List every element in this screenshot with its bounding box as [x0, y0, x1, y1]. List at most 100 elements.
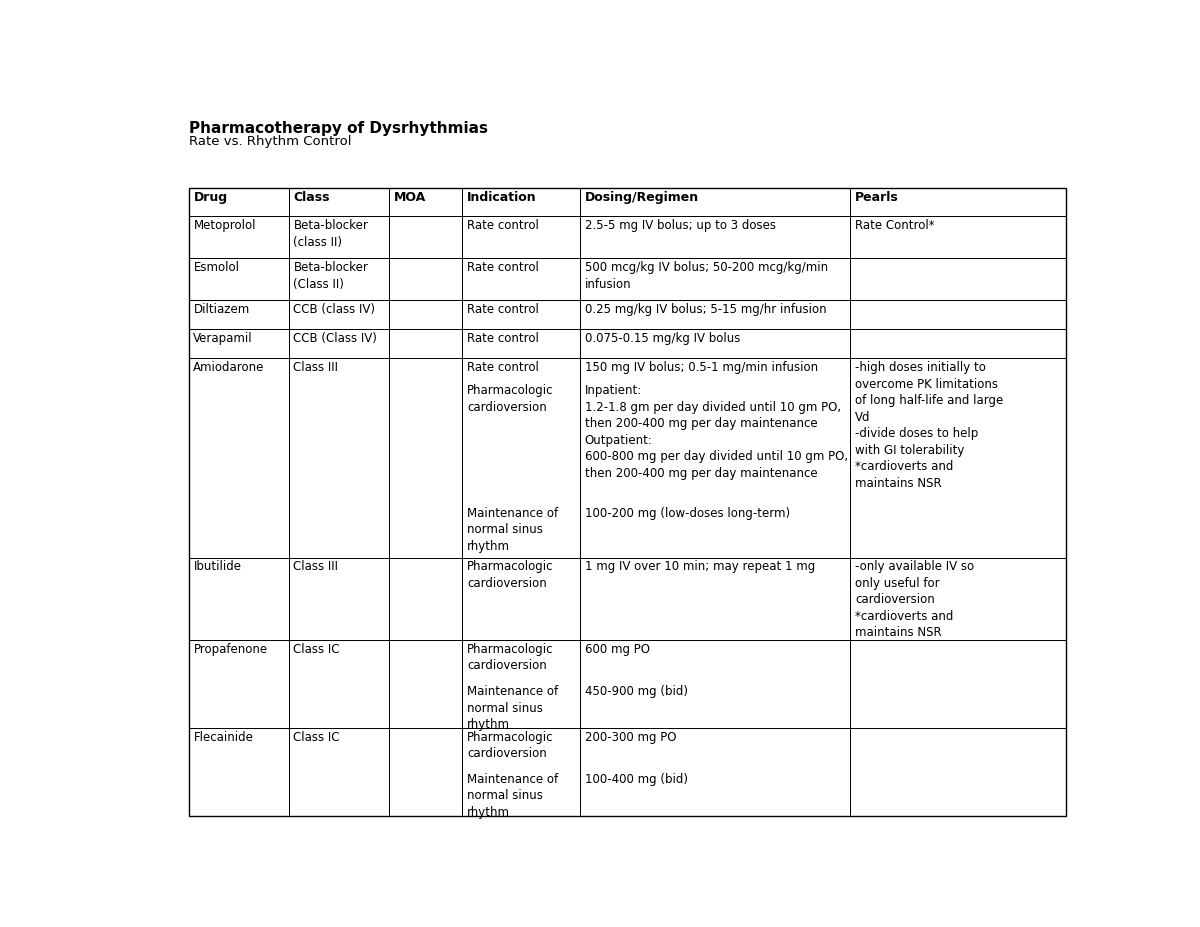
- Text: Metoprolol: Metoprolol: [193, 220, 256, 233]
- Text: Class: Class: [294, 192, 330, 205]
- Text: Rate control: Rate control: [467, 220, 539, 233]
- Text: 100-200 mg (low-doses long-term): 100-200 mg (low-doses long-term): [584, 507, 790, 520]
- Text: 0.075-0.15 mg/kg IV bolus: 0.075-0.15 mg/kg IV bolus: [584, 332, 740, 345]
- Text: MOA: MOA: [394, 192, 426, 205]
- Bar: [580, 728, 851, 816]
- Text: 0.25 mg/kg IV bolus; 5-15 mg/hr infusion: 0.25 mg/kg IV bolus; 5-15 mg/hr infusion: [584, 303, 827, 316]
- Text: Pharmacologic
cardioversion: Pharmacologic cardioversion: [467, 384, 553, 413]
- Bar: [851, 558, 1066, 641]
- Bar: [851, 329, 1066, 359]
- Text: Rate control: Rate control: [467, 303, 539, 316]
- Text: Maintenance of
normal sinus
rhythm: Maintenance of normal sinus rhythm: [467, 773, 558, 819]
- Bar: [289, 259, 389, 300]
- Text: 1 mg IV over 10 min; may repeat 1 mg: 1 mg IV over 10 min; may repeat 1 mg: [584, 561, 815, 574]
- Bar: [389, 728, 462, 816]
- Bar: [851, 641, 1066, 728]
- Bar: [289, 359, 389, 558]
- Bar: [188, 728, 289, 816]
- Text: Diltiazem: Diltiazem: [193, 303, 250, 316]
- Bar: [462, 558, 580, 641]
- Bar: [289, 329, 389, 359]
- Text: Pharmacologic
cardioversion: Pharmacologic cardioversion: [467, 561, 553, 590]
- Bar: [389, 259, 462, 300]
- Bar: [851, 188, 1066, 217]
- Text: Rate control: Rate control: [467, 362, 539, 375]
- Text: 450-900 mg (bid): 450-900 mg (bid): [584, 685, 688, 698]
- Bar: [580, 558, 851, 641]
- Text: Amiodarone: Amiodarone: [193, 362, 265, 375]
- Text: Inpatient:
1.2-1.8 gm per day divided until 10 gm PO,
then 200-400 mg per day ma: Inpatient: 1.2-1.8 gm per day divided un…: [584, 384, 848, 479]
- Text: 500 mcg/kg IV bolus; 50-200 mcg/kg/min
infusion: 500 mcg/kg IV bolus; 50-200 mcg/kg/min i…: [584, 261, 828, 291]
- Bar: [389, 188, 462, 217]
- Bar: [389, 329, 462, 359]
- Bar: [851, 300, 1066, 329]
- Bar: [851, 259, 1066, 300]
- Text: Propafenone: Propafenone: [193, 643, 268, 656]
- Bar: [389, 558, 462, 641]
- Bar: [462, 359, 580, 558]
- Bar: [580, 641, 851, 728]
- Bar: [289, 558, 389, 641]
- Bar: [462, 728, 580, 816]
- Text: 100-400 mg (bid): 100-400 mg (bid): [584, 773, 688, 786]
- Text: 600 mg PO: 600 mg PO: [584, 643, 649, 656]
- Bar: [389, 359, 462, 558]
- Bar: [462, 300, 580, 329]
- Text: CCB (Class IV): CCB (Class IV): [294, 332, 377, 345]
- Bar: [580, 188, 851, 217]
- Text: Pharmacologic
cardioversion: Pharmacologic cardioversion: [467, 643, 553, 672]
- Bar: [289, 728, 389, 816]
- Bar: [851, 217, 1066, 259]
- Bar: [851, 728, 1066, 816]
- Text: 150 mg IV bolus; 0.5-1 mg/min infusion: 150 mg IV bolus; 0.5-1 mg/min infusion: [584, 362, 818, 375]
- Bar: [462, 188, 580, 217]
- Bar: [580, 300, 851, 329]
- Text: Drug: Drug: [193, 192, 228, 205]
- Bar: [580, 259, 851, 300]
- Text: Rate Control*: Rate Control*: [854, 220, 935, 233]
- Bar: [289, 300, 389, 329]
- Text: Class III: Class III: [294, 362, 338, 375]
- Bar: [289, 641, 389, 728]
- Bar: [389, 217, 462, 259]
- Text: Class IC: Class IC: [294, 643, 340, 656]
- Bar: [188, 641, 289, 728]
- Text: -only available IV so
only useful for
cardioversion
*cardioverts and
maintains N: -only available IV so only useful for ca…: [854, 561, 974, 640]
- Text: Pearls: Pearls: [854, 192, 899, 205]
- Text: Maintenance of
normal sinus
rhythm: Maintenance of normal sinus rhythm: [467, 507, 558, 552]
- Bar: [188, 359, 289, 558]
- Text: Indication: Indication: [467, 192, 536, 205]
- Text: Verapamil: Verapamil: [193, 332, 253, 345]
- Text: Pharmacologic
cardioversion: Pharmacologic cardioversion: [467, 730, 553, 760]
- Bar: [580, 329, 851, 359]
- Text: Rate control: Rate control: [467, 261, 539, 274]
- Text: Beta-blocker
(Class II): Beta-blocker (Class II): [294, 261, 368, 291]
- Bar: [188, 259, 289, 300]
- Bar: [851, 359, 1066, 558]
- Text: Pharmacotherapy of Dysrhythmias: Pharmacotherapy of Dysrhythmias: [188, 121, 487, 136]
- Bar: [188, 217, 289, 259]
- Bar: [389, 641, 462, 728]
- Bar: [462, 329, 580, 359]
- Text: CCB (class IV): CCB (class IV): [294, 303, 376, 316]
- Text: 2.5-5 mg IV bolus; up to 3 doses: 2.5-5 mg IV bolus; up to 3 doses: [584, 220, 775, 233]
- Text: -high doses initially to
overcome PK limitations
of long half-life and large
Vd
: -high doses initially to overcome PK lim…: [854, 362, 1003, 489]
- Text: Class III: Class III: [294, 561, 338, 574]
- Text: Rate vs. Rhythm Control: Rate vs. Rhythm Control: [188, 135, 352, 148]
- Bar: [580, 359, 851, 558]
- Bar: [389, 300, 462, 329]
- Bar: [188, 188, 1066, 816]
- Bar: [289, 217, 389, 259]
- Bar: [188, 188, 289, 217]
- Text: Rate control: Rate control: [467, 332, 539, 345]
- Text: Beta-blocker
(class II): Beta-blocker (class II): [294, 220, 368, 248]
- Text: 200-300 mg PO: 200-300 mg PO: [584, 730, 676, 743]
- Text: Flecainide: Flecainide: [193, 730, 253, 743]
- Bar: [580, 217, 851, 259]
- Bar: [289, 188, 389, 217]
- Bar: [188, 300, 289, 329]
- Text: Maintenance of
normal sinus
rhythm: Maintenance of normal sinus rhythm: [467, 685, 558, 731]
- Text: Class IC: Class IC: [294, 730, 340, 743]
- Bar: [462, 217, 580, 259]
- Text: Ibutilide: Ibutilide: [193, 561, 241, 574]
